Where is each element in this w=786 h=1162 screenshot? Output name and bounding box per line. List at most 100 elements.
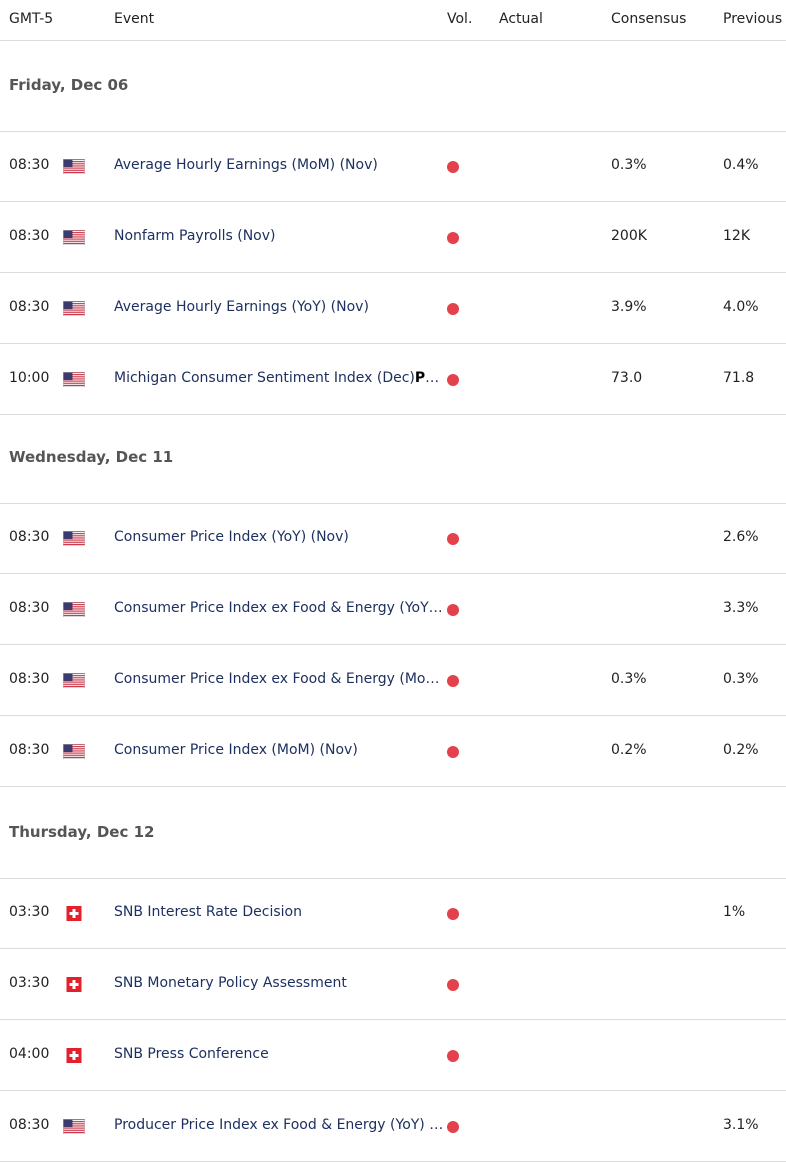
event-name-link[interactable]: SNB Press Conference [114,1046,446,1062]
event-name: SNB Interest Rate Decision [114,904,302,920]
event-name-link[interactable]: Consumer Price Index ex Food & Energy (Y… [114,600,446,616]
table-row[interactable]: 08:30 Nonfarm Payrolls (Nov) 200K 12K [0,202,786,273]
high-volatility-indicator [447,374,459,386]
event-time: 08:30 [9,529,50,545]
event-name-link[interactable]: Average Hourly Earnings (MoM) (Nov) [114,157,446,173]
high-volatility-indicator [447,161,459,173]
event-time: 08:30 [9,299,50,315]
us-flag-icon [63,1119,85,1134]
event-name: Michigan Consumer Sentiment Index (Dec) [114,370,415,386]
event-name-link[interactable]: Consumer Price Index (YoY) (Nov) [114,529,446,545]
event-time: 03:30 [9,975,50,991]
event-name-link[interactable]: SNB Interest Rate Decision [114,904,446,920]
previous-value: 0.4% [723,157,759,173]
event-time: 08:30 [9,228,50,244]
table-row[interactable]: 03:30 SNB Interest Rate Decision 1% [0,878,786,949]
date-label: Wednesday, Dec 11 [9,448,174,466]
consensus-header: Consensus [611,11,687,27]
event-name: Consumer Price Index ex Food & Energy (M… [114,671,446,687]
high-volatility-indicator [447,908,459,920]
table-row[interactable]: 03:30 SNB Monetary Policy Assessment [0,949,786,1020]
previous-value: 3.3% [723,600,759,616]
table-row[interactable]: 08:30 Consumer Price Index ex Food & Ener… [0,574,786,645]
date-section-header: Friday, Dec 06 [0,41,786,132]
previous-header: Previous [723,11,783,27]
high-volatility-indicator [447,1050,459,1062]
consensus-value: 73.0 [611,370,643,386]
table-row[interactable]: 04:00 SNB Press Conference [0,1020,786,1091]
event-name-link[interactable]: Consumer Price Index ex Food & Energy (M… [114,671,446,687]
event-time: 08:30 [9,671,50,687]
high-volatility-indicator [447,746,459,758]
event-name-link[interactable]: Average Hourly Earnings (YoY) (Nov) [114,299,446,315]
previous-value: 4.0% [723,299,759,315]
event-name-link[interactable]: Michigan Consumer Sentiment Index (Dec)P… [114,370,446,386]
table-row[interactable]: 10:00 Michigan Consumer Sentiment Index (… [0,344,786,415]
us-flag-icon [63,744,85,759]
swiss-flag-icon [63,977,85,992]
event-name: Nonfarm Payrolls (Nov) [114,228,276,244]
date-section-header: Wednesday, Dec 11 [0,413,786,504]
previous-value: 0.2% [723,742,759,758]
high-volatility-indicator [447,232,459,244]
event-name-link[interactable]: Consumer Price Index (MoM) (Nov) [114,742,446,758]
us-flag-icon [63,673,85,688]
actual-header: Actual [499,11,543,27]
high-volatility-indicator [447,675,459,687]
high-volatility-indicator [447,533,459,545]
previous-value: 2.6% [723,529,759,545]
event-time: 10:00 [9,370,50,386]
vol-header: Vol. [447,11,473,27]
event-name: Consumer Price Index (YoY) (Nov) [114,529,349,545]
previous-value: 12K [723,228,750,244]
table-row[interactable]: 08:30 Average Hourly Earnings (MoM) (Nov)… [0,131,786,202]
high-volatility-indicator [447,1121,459,1133]
us-flag-icon [63,230,85,245]
consensus-value: 200K [611,228,647,244]
table-row[interactable]: 08:30 Consumer Price Index (YoY) (Nov) 2.6… [0,503,786,574]
previous-value: 3.1% [723,1117,759,1133]
us-flag-icon [63,531,85,546]
table-header: GMT-5 Event Vol. Actual Consensus Previo… [0,0,786,41]
event-time: 04:00 [9,1046,50,1062]
event-time: 08:30 [9,157,50,173]
event-name: Consumer Price Index ex Food & Energy (Y… [114,600,446,616]
event-name: SNB Monetary Policy Assessment [114,975,347,991]
consensus-value: 0.3% [611,157,647,173]
us-flag-icon [63,602,85,617]
event-name-link[interactable]: Producer Price Index ex Food & Energy (Y… [114,1117,446,1133]
us-flag-icon [63,372,85,387]
us-flag-icon [63,159,85,174]
consensus-value: 0.2% [611,742,647,758]
table-row[interactable]: 08:30 Average Hourly Earnings (YoY) (Nov)… [0,273,786,344]
event-time: 08:30 [9,742,50,758]
table-row[interactable]: 08:30 Consumer Price Index (MoM) (Nov) 0.2… [0,716,786,787]
event-name-link[interactable]: SNB Monetary Policy Assessment [114,975,446,991]
table-row[interactable]: 08:30 Consumer Price Index ex Food & Ener… [0,645,786,716]
event-name: Average Hourly Earnings (MoM) (Nov) [114,157,378,173]
event-time: 08:30 [9,600,50,616]
date-section-header: Thursday, Dec 12 [0,788,786,879]
event-time: 03:30 [9,904,50,920]
event-header: Event [114,11,155,27]
table-row[interactable]: 08:30 Producer Price Index ex Food & Ener… [0,1091,786,1162]
high-volatility-indicator [447,303,459,315]
high-volatility-indicator [447,604,459,616]
us-flag-icon [63,301,85,316]
consensus-value: 3.9% [611,299,647,315]
previous-value: 1% [723,904,746,920]
event-name: Producer Price Index ex Food & Energy (Y… [114,1117,446,1133]
swiss-flag-icon [63,1048,85,1063]
timezone-header[interactable]: GMT-5 [9,11,54,27]
event-name: Average Hourly Earnings (YoY) (Nov) [114,299,369,315]
previous-value: 0.3% [723,671,759,687]
date-label: Thursday, Dec 12 [9,823,155,841]
swiss-flag-icon [63,906,85,921]
event-tag: Pre… [414,370,446,386]
event-time: 08:30 [9,1117,50,1133]
event-name: Consumer Price Index (MoM) (Nov) [114,742,358,758]
consensus-value: 0.3% [611,671,647,687]
previous-value: 71.8 [723,370,755,386]
high-volatility-indicator [447,979,459,991]
event-name-link[interactable]: Nonfarm Payrolls (Nov) [114,228,446,244]
